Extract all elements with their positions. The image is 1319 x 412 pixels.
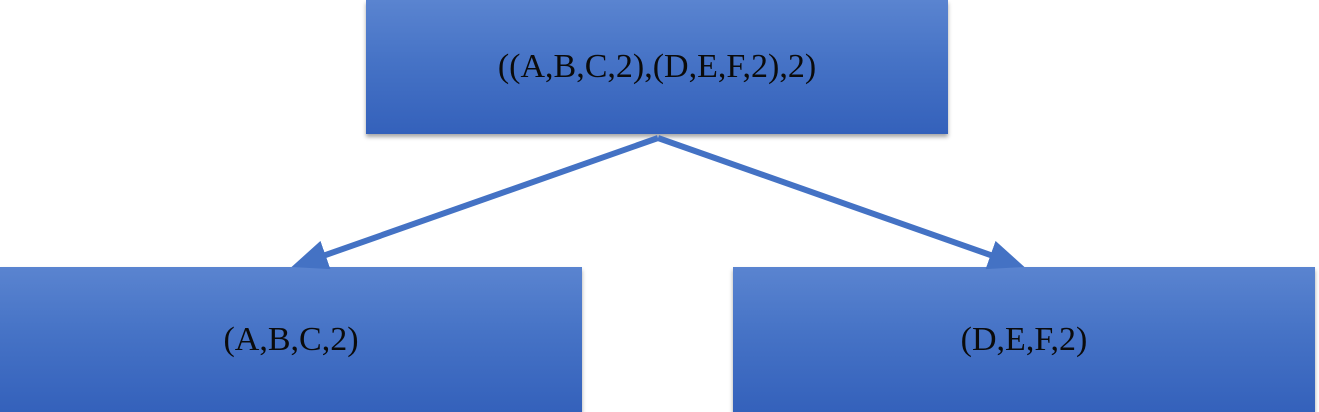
left-child-node-label: (A,B,C,2) (223, 320, 359, 358)
right-child-node-label: (D,E,F,2) (960, 320, 1088, 358)
right-child-node: (D,E,F,2) (733, 267, 1315, 412)
root-node: ((A,B,C,2),(D,E,F,2),2) (366, 0, 948, 134)
edge-root-to-left (291, 135, 659, 270)
root-node-label: ((A,B,C,2),(D,E,F,2),2) (497, 48, 817, 85)
edge-root-to-right (657, 135, 1025, 270)
left-child-node: (A,B,C,2) (0, 267, 582, 412)
